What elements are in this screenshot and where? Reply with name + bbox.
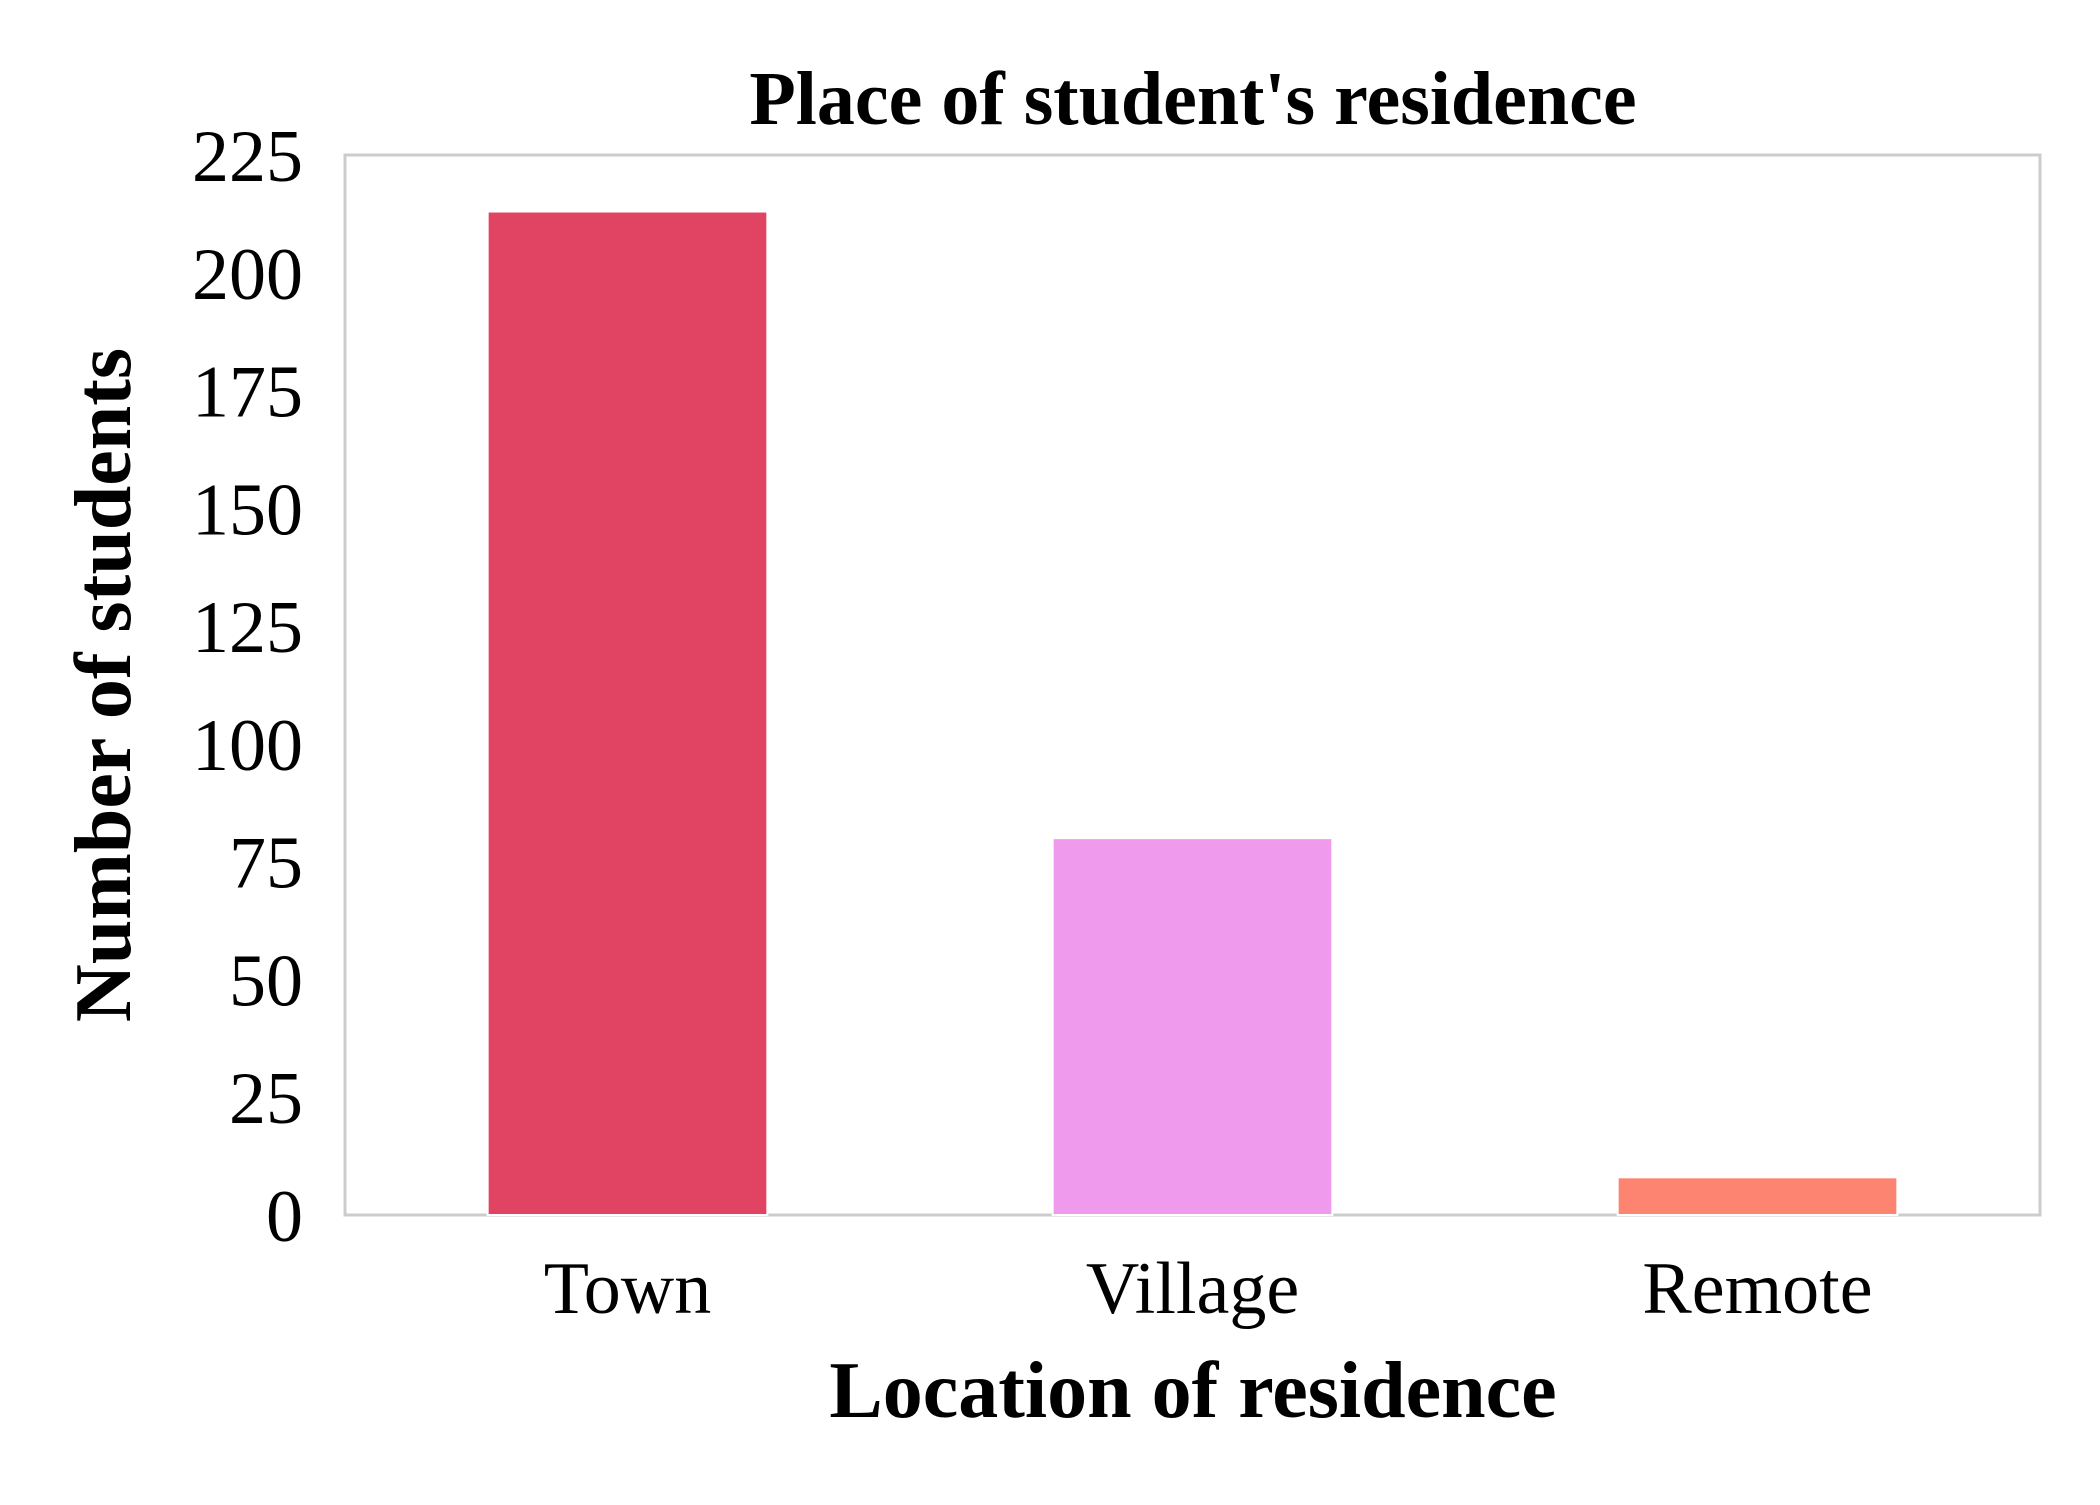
bars-group <box>486 210 1899 1217</box>
y-tick-label-25: 25 <box>229 1058 303 1140</box>
chart-title: Place of student's residence <box>749 57 1636 141</box>
y-tick-label-200: 200 <box>192 234 303 316</box>
x-axis-ticks: Town Village Remote <box>544 1248 1873 1330</box>
y-axis-label: Number of students <box>60 348 148 1022</box>
y-tick-label-175: 175 <box>192 352 303 434</box>
y-tick-label-125: 125 <box>192 587 303 669</box>
bar-remote <box>1616 1176 1899 1217</box>
y-axis-ticks: 0 25 50 75 100 125 150 175 200 225 <box>192 116 303 1258</box>
y-tick-label-100: 100 <box>192 705 303 787</box>
x-axis-label: Location of residence <box>829 1347 1556 1435</box>
x-tick-label-town: Town <box>544 1248 711 1330</box>
y-tick-label-75: 75 <box>229 823 303 905</box>
y-tick-label-150: 150 <box>192 469 303 551</box>
y-tick-label-50: 50 <box>229 940 303 1022</box>
x-tick-label-village: Village <box>1086 1248 1299 1330</box>
bar-village <box>1051 837 1334 1216</box>
bar-town <box>486 210 769 1217</box>
y-tick-label-0: 0 <box>266 1176 303 1258</box>
x-tick-label-remote: Remote <box>1642 1248 1872 1330</box>
y-tick-label-225: 225 <box>192 116 303 198</box>
